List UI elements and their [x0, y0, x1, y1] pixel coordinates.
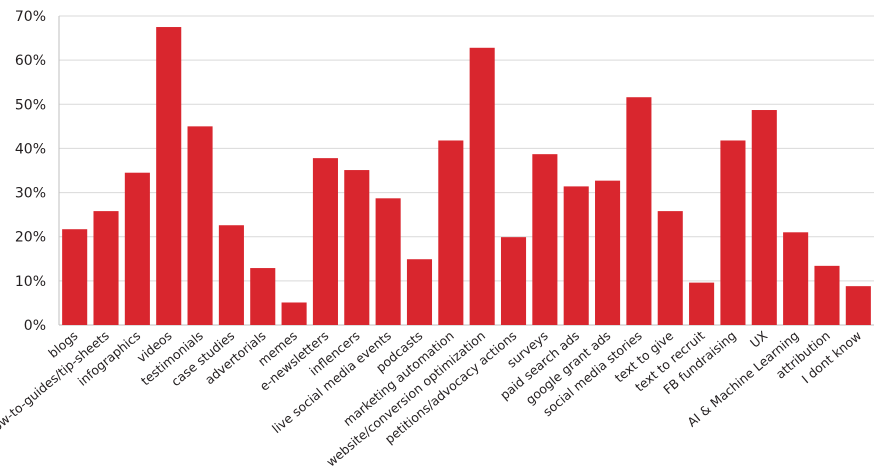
y-tick-label: 70% [15, 9, 46, 25]
bar [689, 282, 715, 325]
y-tick-label: 60% [15, 53, 46, 69]
x-axis-category-labels: blogshow-to-guides/tip-sheetsinfographic… [0, 328, 864, 470]
bar [156, 27, 182, 326]
bar [469, 47, 495, 325]
bar [500, 237, 527, 325]
bar [532, 154, 558, 325]
y-tick-label: 10% [15, 274, 46, 290]
bar [250, 268, 276, 325]
x-category-label: UX [747, 328, 771, 351]
bar [814, 265, 840, 325]
bar [281, 302, 307, 325]
bar [218, 225, 244, 325]
bars [62, 27, 871, 326]
bar [595, 180, 621, 325]
bar [626, 97, 652, 325]
bar [406, 259, 433, 325]
y-tick-label: 30% [15, 186, 46, 202]
bar [657, 211, 683, 325]
bar [783, 232, 809, 325]
bar [124, 172, 150, 325]
bar [751, 110, 777, 325]
y-tick-label: 0% [24, 318, 46, 334]
bar [62, 229, 88, 325]
y-tick-label: 40% [15, 141, 46, 157]
bar [375, 198, 401, 325]
y-tick-label: 50% [15, 97, 46, 113]
bar [438, 140, 464, 325]
y-axis-tick-labels: 0% 10% 20% 30% 40% 50% 60% 70% [15, 9, 46, 334]
bar [720, 140, 746, 325]
bar [312, 158, 338, 325]
bar [93, 211, 119, 325]
bar [344, 170, 370, 325]
y-tick-label: 20% [15, 230, 46, 246]
bar [845, 286, 871, 325]
bar [563, 186, 589, 325]
bar [187, 126, 213, 325]
